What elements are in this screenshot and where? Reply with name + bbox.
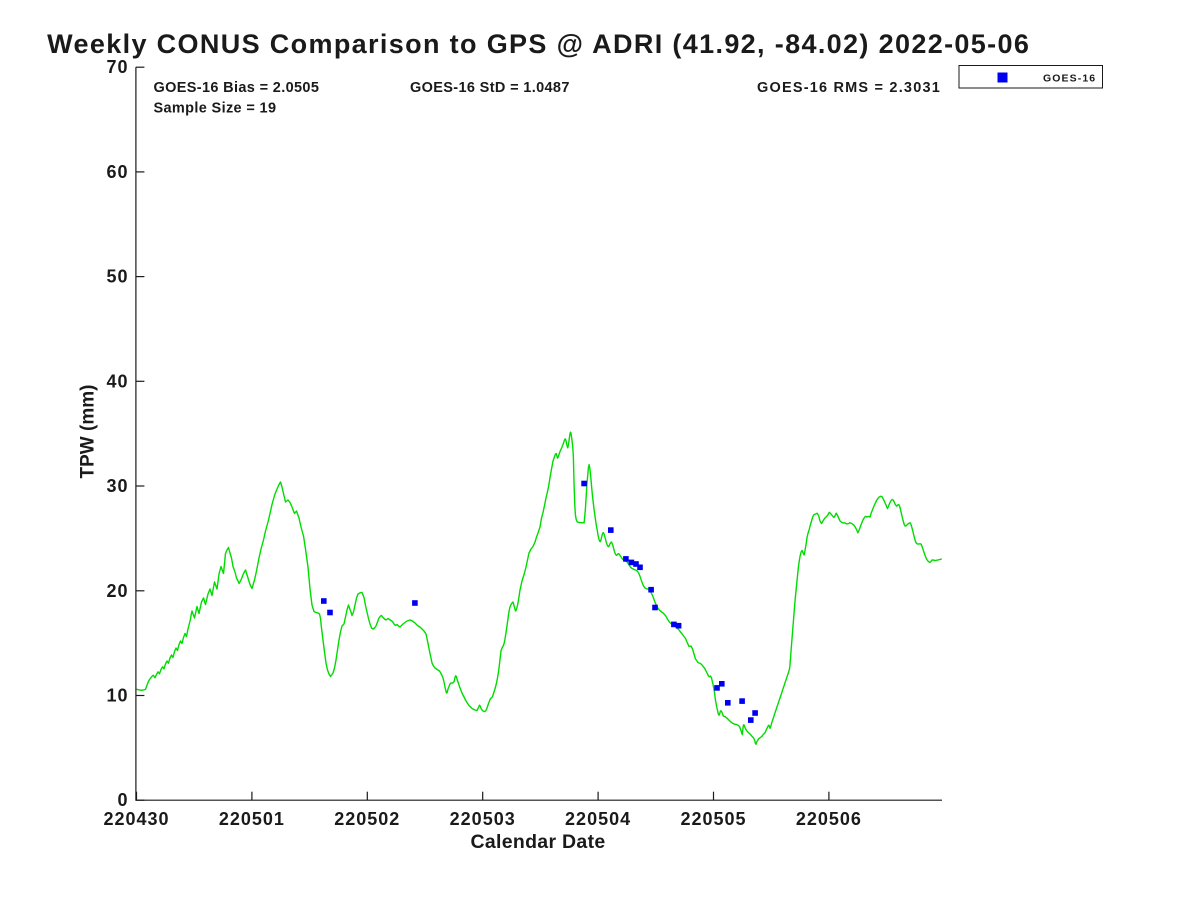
svg-text:Calendar Date: Calendar Date: [470, 831, 605, 853]
svg-text:70: 70: [106, 57, 128, 77]
svg-text:220501: 220501: [219, 809, 285, 829]
svg-text:TPW (mm): TPW (mm): [78, 385, 99, 479]
svg-text:30: 30: [106, 476, 128, 496]
svg-text:50: 50: [106, 267, 128, 287]
svg-text:220505: 220505: [680, 809, 746, 829]
svg-text:0: 0: [117, 790, 128, 810]
svg-text:220506: 220506: [796, 809, 862, 829]
svg-text:Weekly CONUS Comparison to GPS: Weekly CONUS Comparison to GPS @ ADRI (4…: [47, 29, 1030, 59]
svg-text:GOES-16 RMS = 2.3031: GOES-16 RMS = 2.3031: [757, 80, 941, 96]
svg-text:40: 40: [106, 371, 128, 391]
svg-text:60: 60: [106, 162, 128, 182]
svg-text:GOES-16 Bias = 2.0505: GOES-16 Bias = 2.0505: [154, 80, 320, 96]
svg-text:20: 20: [106, 581, 128, 601]
svg-text:220503: 220503: [450, 809, 516, 829]
svg-text:GOES-16 StD = 1.0487: GOES-16 StD = 1.0487: [410, 80, 570, 96]
svg-text:Sample Size = 19: Sample Size = 19: [154, 101, 277, 117]
svg-text:GOES-16: GOES-16: [1043, 73, 1096, 85]
svg-text:220502: 220502: [334, 809, 400, 829]
svg-text:220430: 220430: [103, 809, 169, 829]
svg-text:220504: 220504: [565, 809, 631, 829]
svg-text:10: 10: [106, 686, 128, 706]
